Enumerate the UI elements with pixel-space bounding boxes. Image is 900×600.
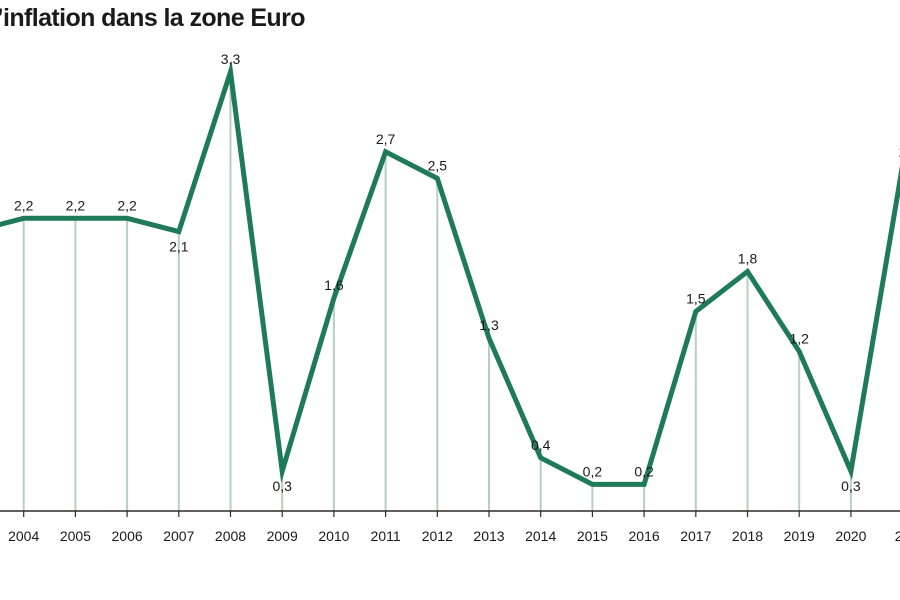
x-tick-label: 2020 — [835, 528, 866, 544]
x-tick-label: 2012 — [422, 528, 453, 544]
drop-lines — [22, 72, 852, 511]
x-tick-label: 2019 — [784, 528, 815, 544]
x-tick-label: 20 — [895, 528, 900, 544]
data-label: 0,2 — [634, 463, 654, 479]
data-label: 0,2 — [583, 463, 603, 479]
x-tick-labels: 2003200420052006200720082009201020112012… — [8, 511, 900, 544]
x-tick-label: 2004 — [8, 528, 39, 544]
x-tick-label: 2008 — [215, 528, 246, 544]
data-label: 2,2 — [117, 197, 137, 213]
data-label: 2,7 — [376, 131, 396, 147]
x-tick-label: 2017 — [680, 528, 711, 544]
x-tick-label: 2009 — [267, 528, 298, 544]
data-label: 2,5 — [428, 157, 448, 173]
data-label: 2,2 — [14, 197, 34, 213]
data-label: 0,3 — [841, 478, 861, 494]
data-label: 1,3 — [479, 317, 499, 333]
x-tick-label: 2006 — [112, 528, 143, 544]
data-label: 3,3 — [221, 51, 241, 67]
x-tick-label: 2011 — [371, 528, 401, 544]
x-tick-label: 2013 — [473, 528, 504, 544]
data-label: 0,3 — [272, 478, 292, 494]
data-label: 1,6 — [324, 277, 344, 293]
data-label: 1,5 — [686, 290, 706, 306]
x-tick-label: 2007 — [163, 528, 194, 544]
x-tick-label: 2010 — [318, 528, 349, 544]
data-label: 2,2 — [66, 197, 86, 213]
chart-title: d’inflation dans la zone Euro — [0, 4, 306, 32]
series-line — [0, 60, 900, 487]
data-label: 0,4 — [531, 437, 551, 453]
x-tick-label: 2015 — [577, 528, 608, 544]
x-tick-label: 2005 — [60, 528, 91, 544]
data-label: 1,2 — [789, 330, 809, 346]
data-label: 2,1 — [169, 239, 189, 255]
x-tick-label: 2018 — [732, 528, 763, 544]
x-tick-label: 2016 — [629, 528, 660, 544]
x-tick-label: 2014 — [525, 528, 556, 544]
data-labels: 2,2 2,2 2,2 2,1 3,3 0,3 1,6 2,7 2,5 1,3 0,4 0,2 0,2 1… — [14, 51, 900, 494]
data-label: 2 — [899, 144, 900, 160]
data-label: 1,8 — [738, 251, 758, 267]
